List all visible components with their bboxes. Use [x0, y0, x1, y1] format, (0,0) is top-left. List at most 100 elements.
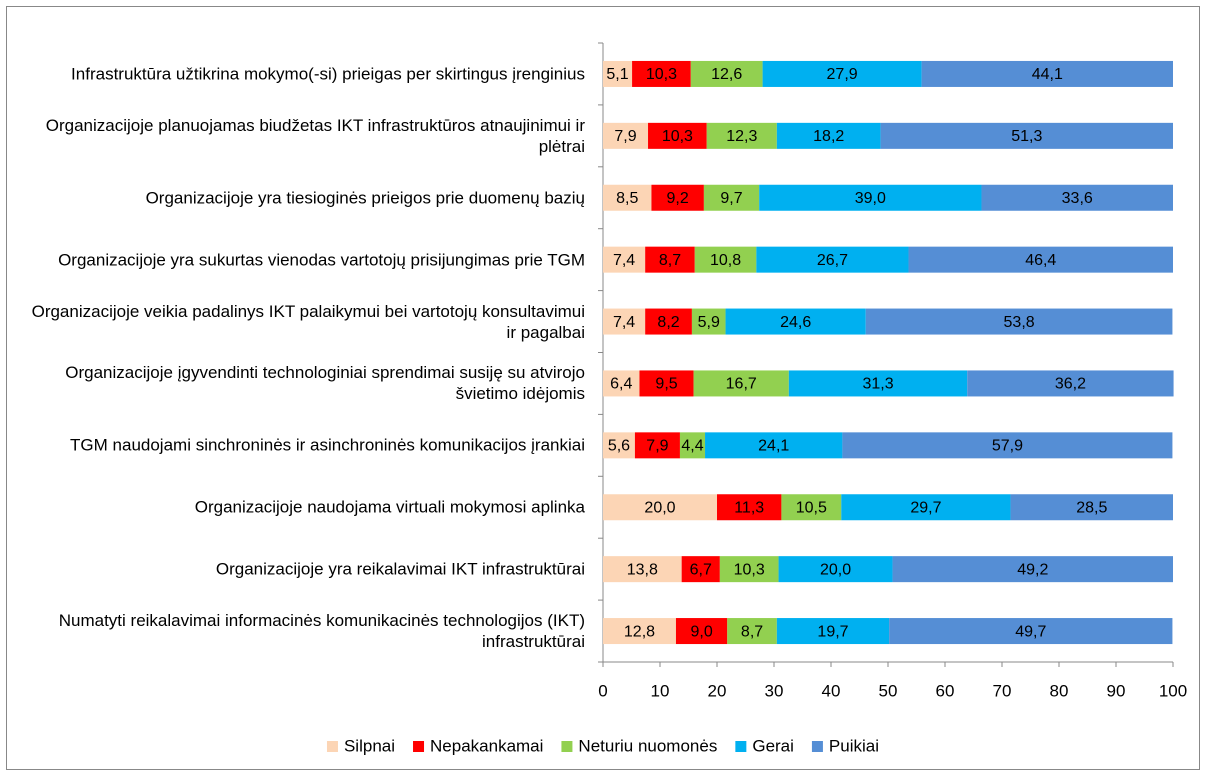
data-label: 39,0 [855, 190, 886, 207]
bar-segment [603, 556, 682, 583]
data-label: 20,0 [820, 561, 851, 578]
data-label: 33,6 [1062, 190, 1093, 207]
data-label: 9,0 [690, 623, 712, 640]
data-label: 9,2 [667, 190, 689, 207]
data-label: 7,9 [614, 128, 636, 145]
bar-segment [865, 308, 1173, 335]
category-label: Infrastruktūra užtikrina mokymo(-si) pri… [71, 64, 585, 84]
x-tick-label: 70 [993, 681, 1012, 700]
bar-segment [776, 618, 890, 645]
bar-segment [762, 60, 922, 87]
category-label: Organizacijoje yra reikalavimai IKT infr… [215, 559, 585, 579]
legend-swatch [561, 741, 573, 752]
bar-segment [634, 432, 680, 459]
bar-segment [889, 618, 1173, 645]
data-label: 8,5 [616, 190, 638, 207]
bar-segment [645, 308, 692, 335]
bar-segment [719, 556, 779, 583]
category-label: Organizacijoje įgyvendinti technologinia… [65, 363, 585, 404]
bar-segment [603, 618, 676, 645]
legend-swatch [326, 741, 338, 752]
data-label: 20,0 [644, 499, 675, 516]
category-label: Organizacijoje veikia padalinys IKT pala… [31, 301, 585, 342]
category-label: Numatyti reikalavimai informacinės komun… [58, 611, 585, 652]
bar-segment [759, 184, 982, 211]
data-label: 8,2 [657, 314, 679, 331]
bar-segment [725, 308, 866, 335]
x-tick-label: 60 [936, 681, 955, 700]
category-label: Organizacijoje yra sukurtas vienodas var… [58, 250, 585, 270]
bar-segment [781, 494, 842, 521]
data-label: 36,2 [1055, 376, 1086, 393]
data-label: 53,8 [1004, 314, 1035, 331]
x-tick-label: 10 [651, 681, 670, 700]
legend-swatch [735, 741, 747, 752]
data-label: 8,7 [741, 623, 763, 640]
bar-segment [651, 184, 704, 211]
bar-segment [694, 246, 757, 273]
bar-segment [603, 184, 652, 211]
data-label: 57,9 [992, 438, 1023, 455]
bar-segment [603, 60, 633, 87]
data-label: 12,6 [711, 66, 742, 83]
bar-segment [880, 122, 1173, 149]
data-label: 7,9 [646, 438, 668, 455]
bar-segment [645, 246, 695, 273]
bar-segment [632, 60, 691, 87]
data-label: 16,7 [726, 376, 757, 393]
bar-segment [1010, 494, 1173, 521]
data-label: 13,8 [627, 561, 658, 578]
data-label: 11,3 [734, 499, 764, 516]
legend-label: Puikiai [829, 736, 879, 755]
legend-label: Neturiu nuomonės [578, 736, 717, 755]
bar-segment [778, 556, 893, 583]
data-label: 28,5 [1076, 499, 1107, 516]
category-label: TGM naudojami sinchroninės ir asinchroni… [70, 435, 585, 455]
data-label: 31,3 [862, 376, 893, 393]
data-label: 7,4 [613, 252, 635, 269]
bar-segment [675, 618, 728, 645]
data-label: 19,7 [817, 623, 848, 640]
legend-label: Gerai [752, 736, 794, 755]
data-label: 29,7 [910, 499, 941, 516]
legend-swatch [413, 741, 425, 752]
bar-segment [603, 308, 646, 335]
data-label: 5,9 [698, 314, 720, 331]
bar-segment [603, 494, 717, 521]
data-label: 24,6 [780, 314, 811, 331]
bar-segment [908, 246, 1173, 273]
data-label: 10,3 [734, 561, 765, 578]
data-label: 9,5 [655, 376, 677, 393]
bar-segment [681, 556, 720, 583]
legend-label: Silpnai [344, 736, 395, 755]
category-label: Organizacijoje planuojamas biudžetas IKT… [45, 115, 585, 156]
bar-segment [705, 432, 843, 459]
x-tick-label: 0 [598, 681, 607, 700]
data-label: 44,1 [1032, 66, 1063, 83]
bar-segment [717, 494, 782, 521]
bar-segment [648, 122, 707, 149]
data-label: 51,3 [1011, 128, 1042, 145]
category-label: Organizacijoje naudojama virtuali mokymo… [194, 497, 585, 517]
bar-segment [727, 618, 777, 645]
bar-segment [981, 184, 1173, 211]
data-label: 49,2 [1017, 561, 1048, 578]
data-label: 5,1 [606, 66, 628, 83]
bar-segment [892, 556, 1173, 583]
bar-segment [691, 308, 726, 335]
data-label: 12,8 [624, 623, 655, 640]
bar-segment [603, 122, 649, 149]
bar-segment [756, 246, 909, 273]
data-label: 10,3 [662, 128, 693, 145]
bar-segment [967, 370, 1174, 397]
bar-segment [639, 370, 694, 397]
data-label: 7,4 [613, 314, 635, 331]
x-tick-label: 30 [765, 681, 784, 700]
bar-segment [693, 370, 789, 397]
data-label: 10,3 [646, 66, 677, 83]
bar-segment [841, 494, 1011, 521]
legend-swatch [811, 741, 823, 752]
bar-segment [603, 246, 646, 273]
legend-label: Nepakankamai [430, 736, 543, 755]
